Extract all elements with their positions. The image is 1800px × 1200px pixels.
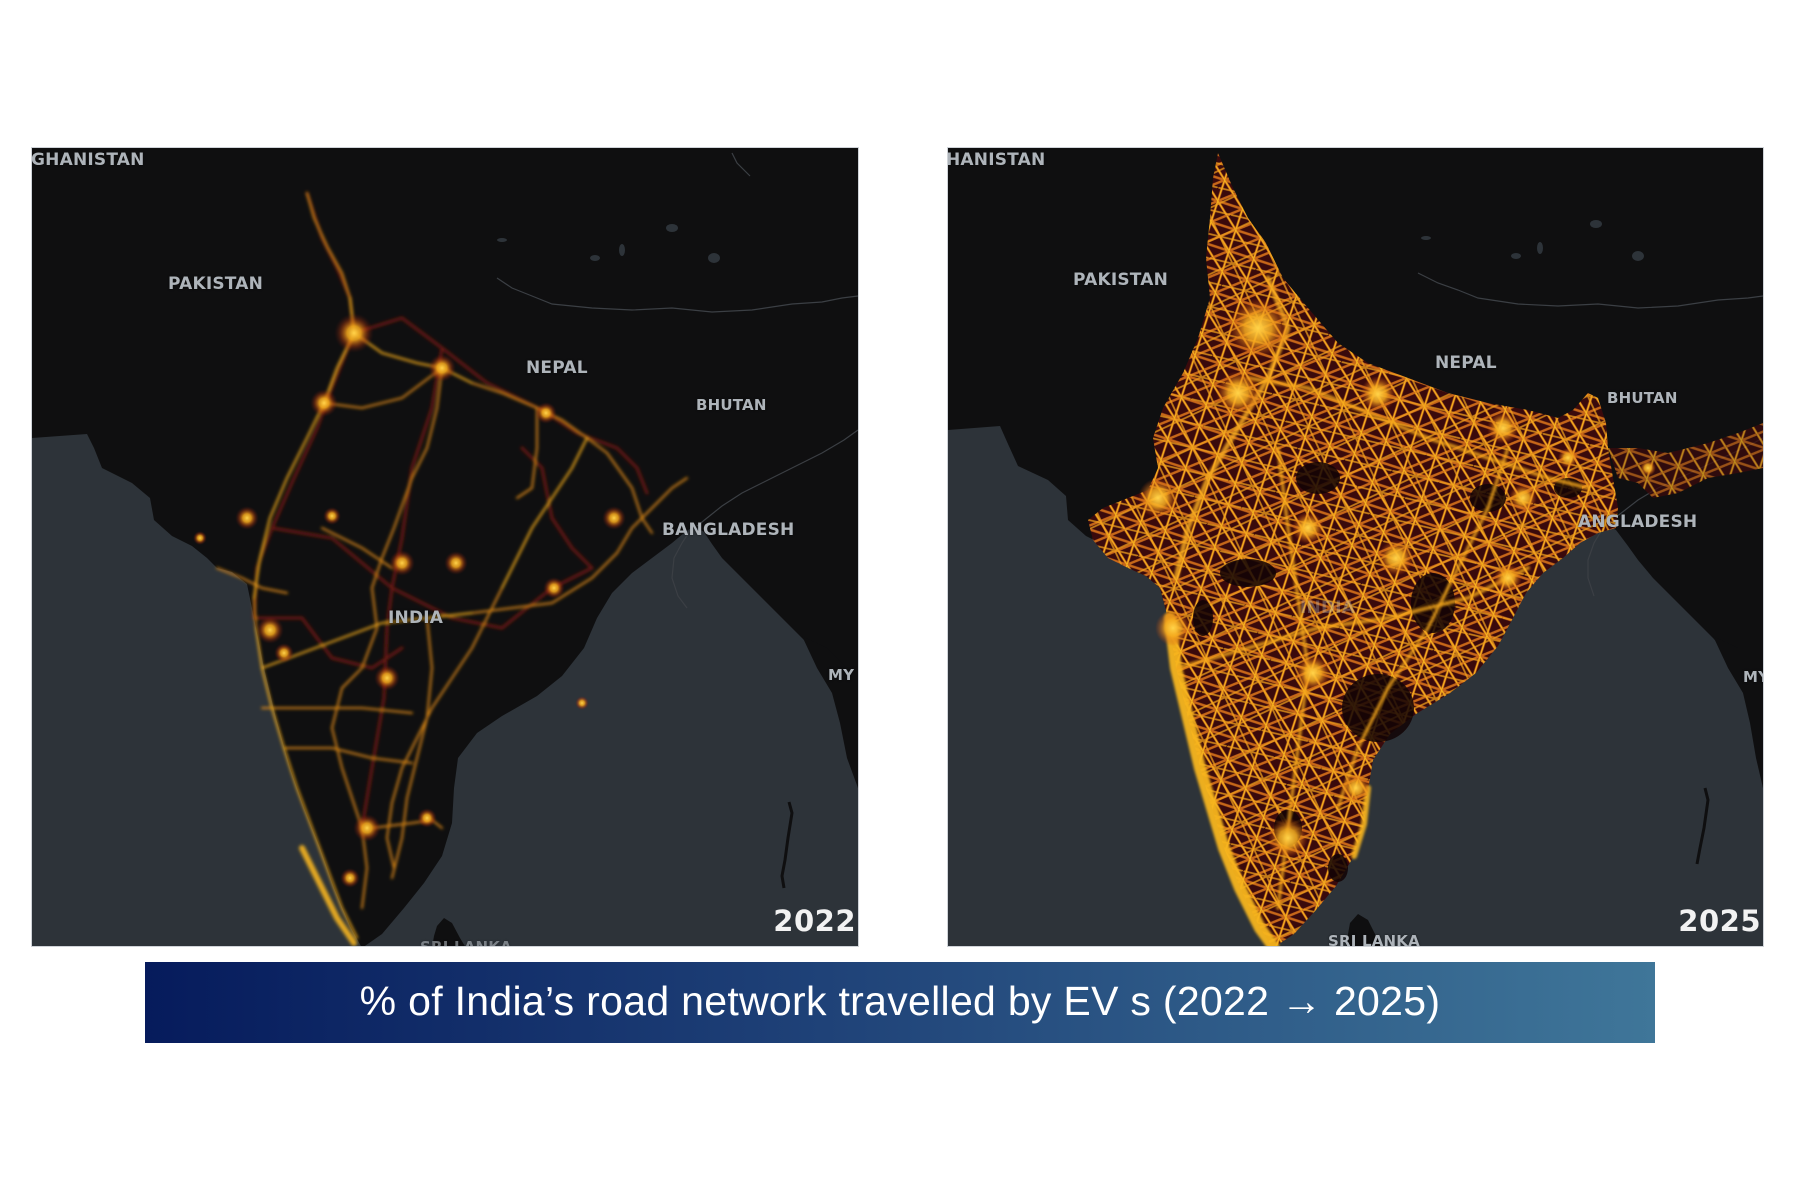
lakes <box>1421 220 1644 261</box>
label-india: INDIA <box>388 608 444 628</box>
map-2025: HANISTAN PAKISTAN NEPAL BHUTAN ANGLADESH… <box>948 148 1763 946</box>
sri-lanka <box>1346 914 1381 946</box>
bay-of-bengal <box>1275 523 1763 946</box>
label-bhutan: BHUTAN <box>1607 389 1678 407</box>
label-sri-lanka: SRI LANKA <box>1328 932 1420 946</box>
caption-banner: % of India’s road network travelled by E… <box>145 962 1655 1043</box>
lakes <box>497 224 720 263</box>
label-sri-lanka: SRI LANKA <box>420 938 512 946</box>
myanmar <box>1713 636 1763 788</box>
city-hubs-2025 <box>1138 298 1656 858</box>
city-hubs-2022 <box>193 313 626 888</box>
label-myanmar: MY <box>828 666 855 684</box>
label-nepal: NEPAL <box>526 358 588 378</box>
year-label-2022: 2022 <box>773 904 856 938</box>
label-nepal: NEPAL <box>1435 353 1497 373</box>
caption-text: % of India’s road network travelled by E… <box>359 978 1441 1024</box>
label-myanmar: MY <box>1743 668 1763 686</box>
map-2022: GHANISTAN PAKISTAN NEPAL BHUTAN BANGLADE… <box>32 148 858 946</box>
label-pakistan: PAKISTAN <box>1073 270 1169 290</box>
label-bhutan: BHUTAN <box>696 396 767 414</box>
year-label-2025: 2025 <box>1678 904 1761 938</box>
bay-of-bengal <box>364 526 858 946</box>
label-india: INDIA <box>1300 598 1356 618</box>
heatmap-2022 <box>32 152 858 946</box>
sri-lanka <box>432 918 465 946</box>
country-borders <box>496 152 858 609</box>
label-afghanistan: GHANISTAN <box>32 150 145 170</box>
arabian-sea <box>948 426 1272 946</box>
label-afghanistan: HANISTAN <box>948 150 1046 170</box>
label-bangladesh: ANGLADESH <box>1578 512 1698 532</box>
label-bangladesh: BANGLADESH <box>662 520 795 540</box>
label-pakistan: PAKISTAN <box>168 274 264 294</box>
heatmap-2025 <box>948 153 1763 946</box>
myanmar <box>802 636 858 788</box>
arabian-sea <box>32 434 361 946</box>
